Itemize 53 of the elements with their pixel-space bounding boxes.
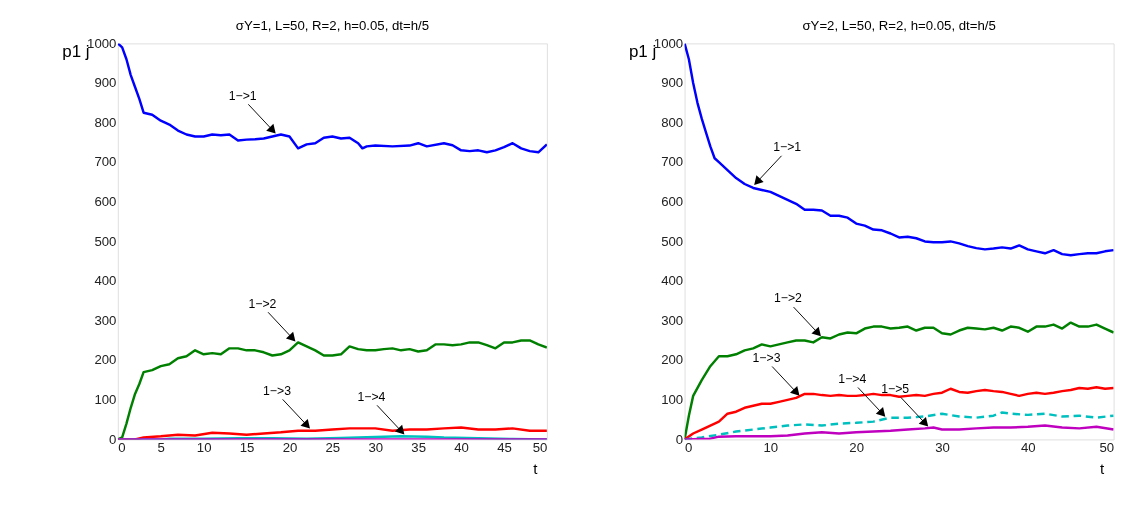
y-tick-label: 900 <box>661 75 684 91</box>
x-tick-label: 35 <box>411 440 427 456</box>
y-tick-label: 500 <box>94 233 117 249</box>
x-tick-label: 5 <box>157 440 165 456</box>
x-tick-label: 25 <box>325 440 341 456</box>
annotation: 1−>3 <box>752 350 781 365</box>
x-tick-label: 30 <box>368 440 384 456</box>
chart-title: σY=2, L=50, R=2, h=0.05, dt=h/5 <box>802 18 996 34</box>
x-tick-label: 20 <box>849 440 865 456</box>
x-tick-label: 15 <box>239 440 255 456</box>
y-tick-label: 100 <box>661 392 684 408</box>
line-series <box>684 43 1114 257</box>
y-tick-label: 300 <box>94 312 117 328</box>
annotation: 1−>3 <box>263 383 292 398</box>
x-axis-title: t <box>1099 460 1105 478</box>
chart-title: σY=1, L=50, R=2, h=0.05, dt=h/5 <box>235 18 430 34</box>
annotation: 1−>1 <box>773 140 802 155</box>
annotation: 1−>5 <box>881 381 910 396</box>
y-axis-title: p1 j <box>628 41 657 61</box>
annotation: 1−>4 <box>357 389 386 404</box>
y-tick-label: 900 <box>94 75 117 91</box>
x-tick-label: 50 <box>1099 440 1115 456</box>
y-tick-label: 100 <box>94 392 117 408</box>
annotation: 1−>2 <box>248 296 277 311</box>
line-series <box>117 43 547 154</box>
y-tick-label: 300 <box>661 312 684 328</box>
line-series <box>684 385 1114 440</box>
x-tick-label: 20 <box>282 440 298 456</box>
y-tick-label: 500 <box>661 233 684 249</box>
x-tick-label: 40 <box>1020 440 1036 456</box>
annotation: 1−>1 <box>228 88 257 103</box>
x-tick-label: 45 <box>497 440 512 456</box>
y-tick-label: 200 <box>661 352 684 368</box>
annotation: 1−>2 <box>773 291 803 306</box>
line-series <box>684 321 1114 440</box>
y-tick-label: 200 <box>94 352 117 368</box>
line-series <box>117 339 547 440</box>
y-axis-title: p1 j <box>62 41 90 61</box>
y-tick-label: 600 <box>661 194 684 210</box>
x-tick-label: 10 <box>196 440 212 456</box>
y-tick-label: 800 <box>661 114 684 130</box>
x-tick-label: 30 <box>935 440 950 456</box>
y-tick-label: 600 <box>94 194 117 210</box>
x-tick-label: 10 <box>763 440 779 456</box>
y-tick-label: 700 <box>661 154 684 170</box>
y-tick-label: 800 <box>94 114 117 130</box>
x-axis-title: t <box>533 460 539 478</box>
y-tick-label: 700 <box>94 154 117 170</box>
y-tick-label: 400 <box>661 273 684 289</box>
y-tick-label: 400 <box>94 273 117 289</box>
x-tick-label: 40 <box>454 440 469 456</box>
x-tick-label: 50 <box>532 440 548 456</box>
annotation: 1−>4 <box>838 371 867 386</box>
